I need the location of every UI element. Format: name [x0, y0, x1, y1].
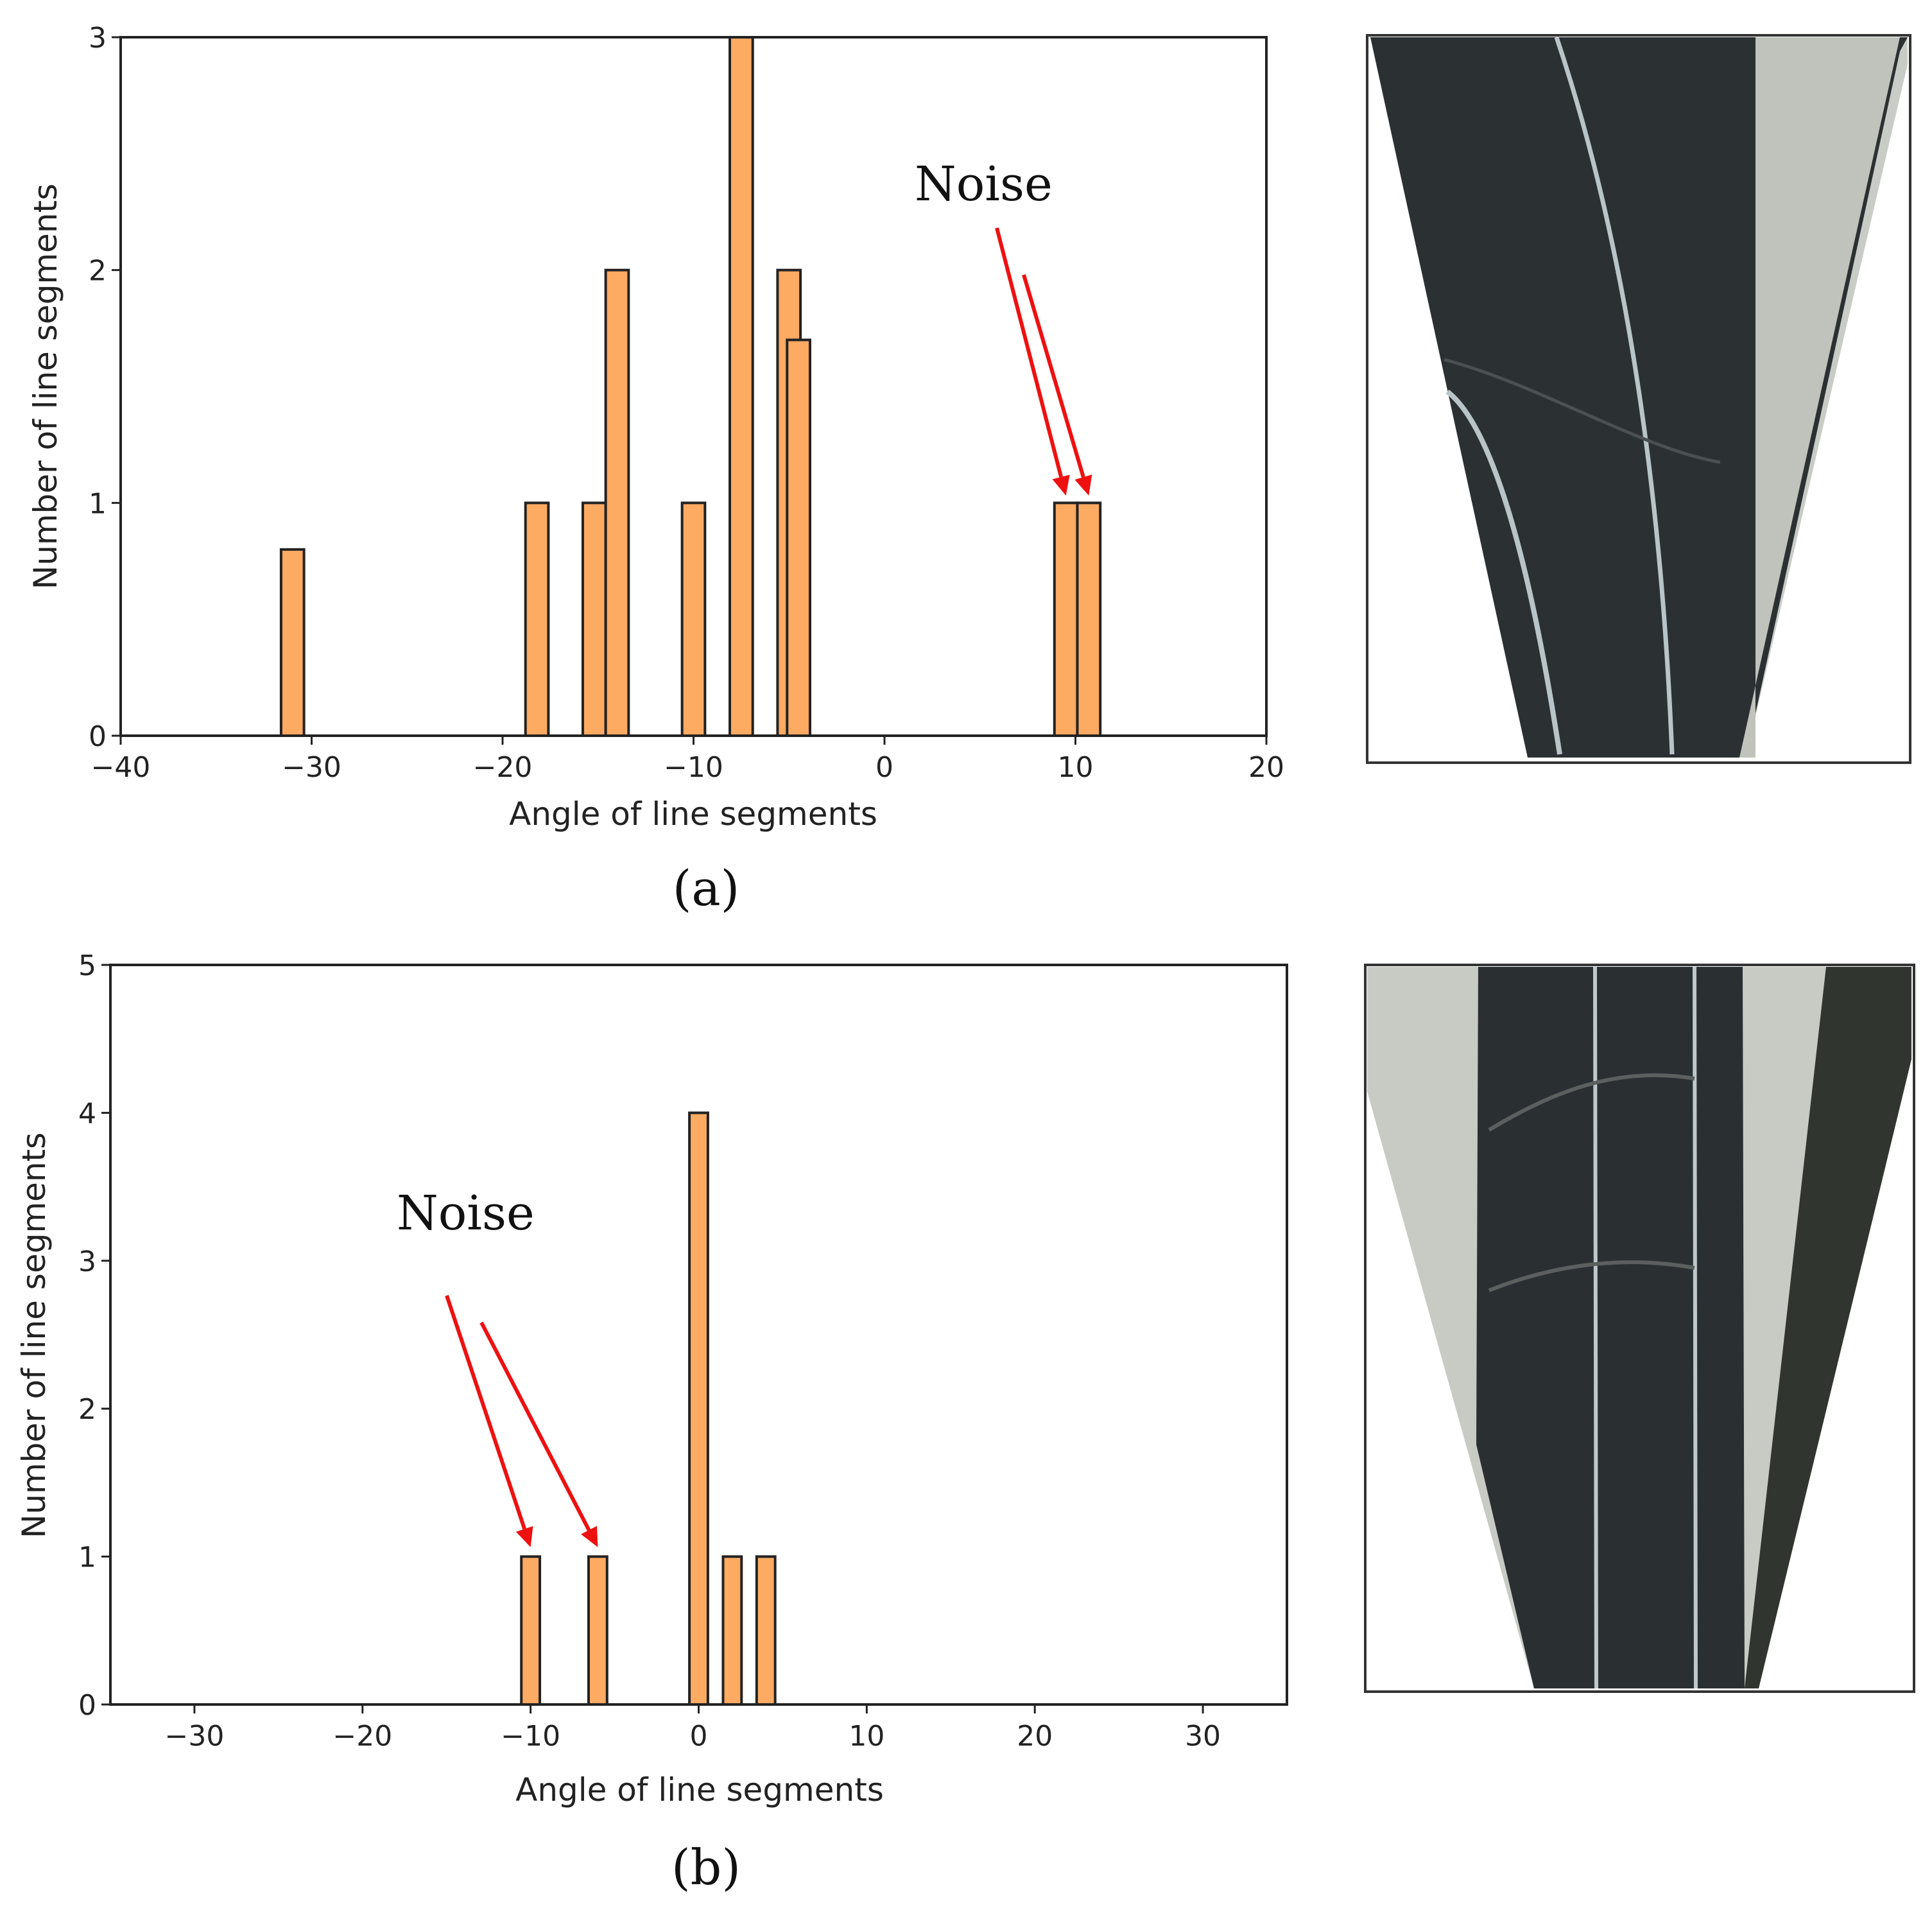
- y-tick-label-b-1: 1: [78, 1541, 96, 1574]
- bar-a-5: [729, 36, 754, 737]
- lane-line-b2: [1693, 966, 1698, 1689]
- bar-b-0: [520, 1555, 542, 1706]
- x-tick-label-a-2: −20: [473, 751, 533, 784]
- y-axis-title-a: Number of line segments: [27, 184, 64, 589]
- bars-a: [279, 36, 1102, 737]
- noise-label-a: Noise: [915, 157, 1053, 212]
- bar-b-1: [587, 1555, 608, 1706]
- noise-arrowhead-a-1: [1074, 474, 1092, 496]
- y-tick-label-b-5: 5: [78, 950, 96, 982]
- x-tick-label-b-0: −30: [164, 1720, 224, 1753]
- x-axis-title-b: Angle of line segments: [515, 1771, 884, 1808]
- faint-line-b1: [1488, 1073, 1695, 1132]
- x-tick-label-b-6: 30: [1185, 1720, 1221, 1753]
- noise-arrow-b-0: [445, 1295, 527, 1530]
- panel-caption-a: (a): [673, 860, 740, 917]
- x-tick-label-a-6: 20: [1248, 751, 1284, 784]
- lane-line-a1: [1554, 36, 1675, 755]
- noise-arrow-a-0: [995, 227, 1064, 478]
- faint-line-a: [1444, 358, 1721, 464]
- y-tick-label-b-4: 4: [78, 1097, 96, 1130]
- lane-line-b1: [1593, 966, 1598, 1689]
- chart-panel-b: −30 −20 −10 0 10 20 30 0 1 2 3 4 5 Angle of line se…: [15, 950, 1288, 1896]
- noise-arrowhead-b-1: [581, 1525, 598, 1547]
- y-tick-label-b-2: 2: [78, 1393, 96, 1426]
- lane-line-a2: [1445, 389, 1562, 755]
- y-axis-title-b: Number of line segments: [15, 1132, 53, 1538]
- noise-arrow-b-1: [479, 1321, 591, 1531]
- y-tick-label-a-2: 2: [89, 255, 107, 288]
- bar-b-4: [755, 1555, 777, 1706]
- chart-panel-a: −40 −30 −20 −10 0 10 20 0 1 2 3 Angle of line seg…: [27, 22, 1284, 917]
- y-tick-label-a-3: 3: [89, 22, 107, 55]
- bar-a-9: [1076, 501, 1102, 737]
- noise-arrows-b: [445, 1295, 598, 1547]
- noise-arrows-a: [995, 227, 1092, 496]
- panel-caption-b: (b): [671, 1839, 741, 1896]
- y-tick-label-a-1: 1: [89, 487, 107, 520]
- bar-a-1: [524, 501, 550, 737]
- faint-line-b2: [1488, 1260, 1695, 1292]
- x-tick-label-a-4: 0: [875, 751, 893, 784]
- bar-a-4: [680, 501, 707, 737]
- x-tick-label-a-0: −40: [91, 751, 151, 784]
- x-tick-label-a-5: 10: [1058, 751, 1094, 784]
- y-tick-label-b-3: 3: [78, 1245, 96, 1278]
- x-tick-label-b-5: 20: [1017, 1720, 1053, 1753]
- noise-arrowhead-b-0: [515, 1526, 533, 1547]
- dark-edge-b: [1745, 967, 1911, 1688]
- y-tick-label-b-0: 0: [78, 1689, 96, 1722]
- x-ticks-b: −30 −20 −10 0 10 20 30: [164, 1704, 1221, 1753]
- noise-arrowhead-a-0: [1052, 474, 1070, 496]
- road-photo-b: [1364, 964, 1915, 1693]
- bars-b: [520, 1111, 777, 1706]
- bar-a-3: [604, 268, 630, 737]
- x-tick-label-b-4: 10: [849, 1720, 884, 1753]
- y-tick-label-a-0: 0: [89, 720, 107, 753]
- y-ticks-a: 0 1 2 3: [89, 22, 121, 753]
- road-photo-a: [1366, 34, 1911, 764]
- x-tick-label-a-3: −10: [664, 751, 723, 784]
- x-tick-label-b-3: 0: [690, 1720, 708, 1753]
- bar-b-2: [688, 1111, 709, 1706]
- x-axis-title-a: Angle of line segments: [509, 795, 877, 833]
- noise-arrow-a-1: [1022, 274, 1085, 478]
- bar-a-7: [786, 338, 811, 737]
- noise-label-b: Noise: [397, 1186, 535, 1241]
- x-tick-label-b-1: −20: [332, 1720, 392, 1753]
- bar-a-2: [581, 501, 607, 737]
- verge-strip-a: [1739, 37, 1900, 758]
- bar-a-8: [1053, 501, 1079, 737]
- x-tick-label-b-2: −10: [501, 1720, 560, 1753]
- bar-a-0: [279, 548, 306, 737]
- x-ticks-a: −40 −30 −20 −10 0 10 20: [91, 736, 1284, 784]
- road-surface-b: [1476, 967, 1745, 1688]
- x-tick-label-a-1: −30: [282, 751, 341, 784]
- bar-b-3: [721, 1555, 743, 1706]
- y-ticks-b: 0 1 2 3 4 5: [78, 950, 110, 1722]
